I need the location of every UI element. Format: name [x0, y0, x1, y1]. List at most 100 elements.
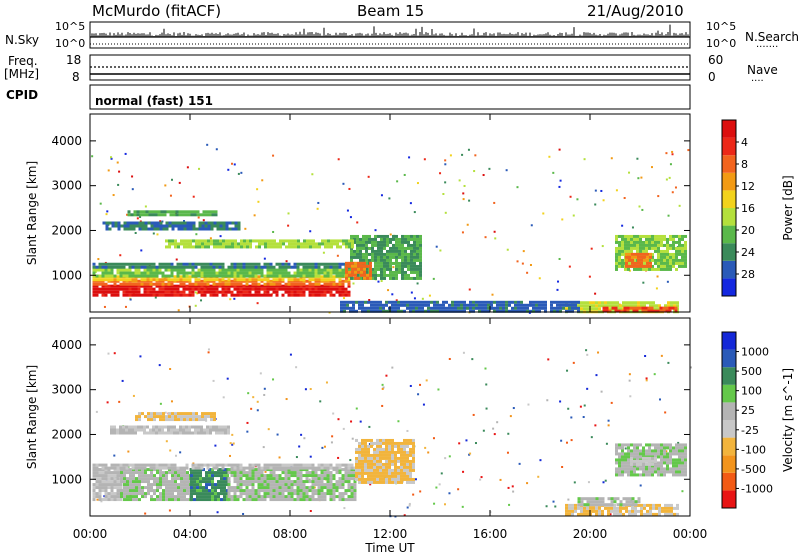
echo-cell-4 [302, 480, 306, 484]
echo-cell-5 [236, 463, 240, 467]
echo-cell-6 [374, 234, 377, 238]
scatter-pixel [131, 175, 134, 178]
echo-cell-4 [251, 483, 255, 487]
echo-cell-8 [203, 431, 206, 435]
echo-cell-4 [257, 471, 261, 475]
echo-cell-10 [199, 213, 203, 217]
echo-cell-3 [176, 278, 180, 282]
echo-cell-3 [220, 474, 223, 478]
echo-cell-9 [636, 446, 639, 450]
echo-cell-9 [123, 221, 127, 225]
echo-cell-9 [204, 224, 208, 228]
echo-cell-11 [678, 237, 681, 241]
echo-cell-3 [188, 275, 192, 279]
echo-cell-6 [376, 474, 379, 478]
echo-cell-1 [239, 284, 243, 288]
echo-cell-10 [169, 210, 173, 214]
echo-cell-3 [193, 486, 196, 490]
echo-cell-3 [302, 278, 306, 282]
echo-cell-5 [149, 262, 153, 266]
y-tick-label: 3000 [51, 179, 82, 193]
echo-cell-9 [216, 224, 220, 228]
scatter-pixel [168, 509, 171, 512]
echo-cell-1 [206, 287, 210, 291]
echo-cell-1 [254, 287, 258, 291]
echo-cell-6 [407, 264, 410, 268]
echo-cell-2 [144, 477, 147, 481]
echo-cell-3 [205, 474, 208, 478]
echo-cell-11 [651, 246, 654, 250]
echo-cell-2 [168, 498, 171, 502]
echo-cell-15 [505, 309, 508, 313]
echo-cell-4 [317, 477, 321, 481]
echo-cell-8 [261, 239, 264, 243]
echo-cell-15 [466, 306, 469, 310]
echo-cell-5 [275, 466, 279, 470]
echo-cell-6 [361, 468, 364, 472]
echo-cell-4 [119, 271, 123, 275]
echo-cell-15 [574, 303, 577, 307]
echo-cell-5 [161, 265, 165, 269]
echo-cell-4 [209, 271, 213, 275]
echo-cell-6 [404, 276, 407, 280]
scatter-pixel [443, 503, 446, 506]
echo-cell-6 [379, 471, 382, 475]
echo-cell-11 [669, 258, 672, 262]
colorbar-tick-label: 24 [741, 246, 755, 259]
echo-cell-4 [227, 498, 231, 502]
echo-cell-1 [110, 477, 114, 481]
echo-cell-4 [149, 268, 153, 272]
echo-cell-4 [230, 271, 234, 275]
scatter-pixel [566, 369, 569, 372]
echo-cell-9 [627, 461, 630, 465]
scatter-pixel [144, 512, 147, 515]
echo-cell-3 [205, 492, 208, 496]
echo-cell-4 [227, 486, 231, 490]
echo-cell-3 [245, 278, 249, 282]
echo-cell-1 [218, 284, 222, 288]
echo-cell-8 [146, 431, 149, 435]
echo-cell-7 [351, 267, 354, 271]
echo-cell-11 [645, 237, 648, 241]
echo-cell-9 [636, 443, 639, 447]
nave-label: Nave [747, 63, 778, 77]
echo-cell-11 [639, 237, 642, 241]
echo-cell-5 [284, 262, 288, 266]
echo-cell-6 [365, 249, 368, 253]
scatter-pixel [295, 366, 298, 369]
echo-cell-3 [202, 489, 205, 493]
echo-cell-11 [651, 267, 654, 271]
echo-cell-4 [302, 483, 306, 487]
echo-cell-9 [618, 455, 621, 459]
echo-cell-15 [484, 306, 487, 310]
echo-cell-7 [369, 267, 372, 271]
echo-cell-8 [237, 242, 240, 246]
echo-cell-1 [104, 492, 108, 496]
echo-cell-1 [251, 284, 255, 288]
echo-cell-6 [367, 456, 370, 460]
echo-cell-6 [413, 270, 416, 274]
echo-cell-5 [314, 466, 318, 470]
scatter-pixel [641, 208, 644, 211]
echo-cell-11 [642, 249, 645, 253]
echo-cell-1 [269, 287, 273, 291]
echo-cell-11 [654, 234, 657, 238]
echo-cell-5 [146, 265, 150, 269]
echo-cell-1 [95, 471, 99, 475]
echo-cell-6 [379, 441, 382, 445]
echo-cell-5 [305, 466, 309, 470]
echo-cell-5 [332, 466, 336, 470]
echo-cell-6 [398, 249, 401, 253]
echo-cell-8 [225, 242, 228, 246]
echo-cell-6 [416, 237, 419, 241]
echo-cell-13 [658, 304, 661, 308]
echo-cell-1 [155, 293, 159, 297]
echo-cell-9 [168, 224, 172, 228]
echo-cell-5 [221, 466, 225, 470]
echo-cell-9 [210, 224, 214, 228]
echo-cell-6 [373, 468, 376, 472]
echo-cell-2 [123, 495, 126, 499]
echo-cell-5 [230, 262, 234, 266]
echo-cell-5 [173, 265, 177, 269]
